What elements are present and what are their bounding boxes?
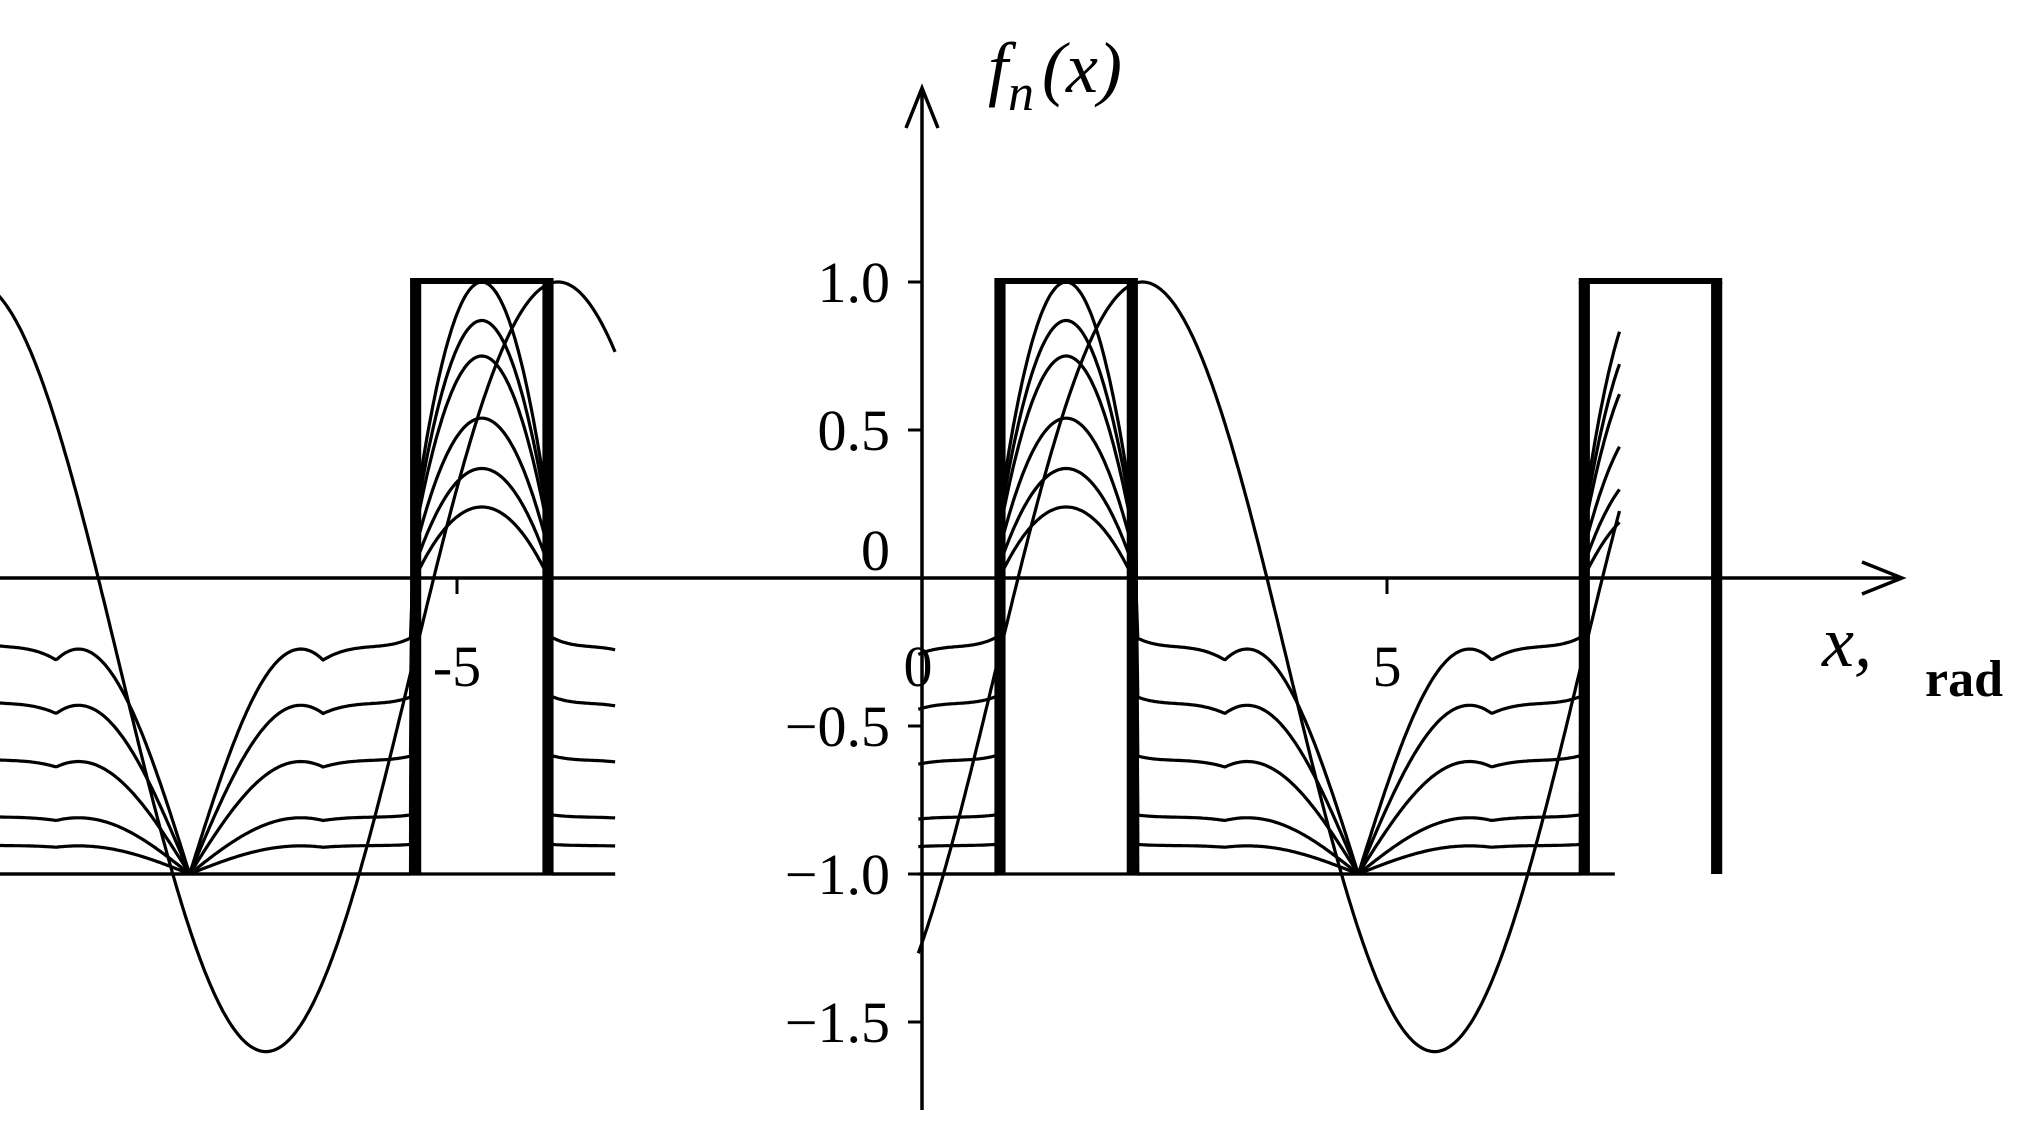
x-axis-unit: rad	[1925, 651, 2003, 708]
y-tick-label-3: −0.5	[785, 694, 890, 759]
fundamental-curve	[0, 280, 1622, 1054]
y-tick-label-4: −1.0	[785, 842, 890, 907]
partial-sum-curve-5	[0, 318, 1622, 876]
x-axis-title: x,	[1821, 602, 1872, 682]
y-axis-title: fn (x)	[988, 28, 1122, 122]
y-axis-arrow	[904, 83, 940, 129]
partial-sum-curve-1	[0, 505, 1621, 875]
x-tick-label-2: 5	[1373, 634, 1402, 699]
x-tick-label-0: -5	[433, 634, 481, 699]
partial-sum-curve-2	[0, 466, 1621, 875]
y-tick-label-2: 0	[861, 518, 890, 583]
y-tick-label-5: −1.5	[785, 990, 890, 1055]
x-tick-label-1: 0	[904, 634, 933, 699]
axes-group	[0, 83, 1907, 1110]
curve-group	[0, 280, 1622, 1054]
partial-sum-curve-3	[0, 416, 1621, 875]
pulse-top-bar	[410, 278, 554, 284]
tick-group: -5 0 51.00.50−0.5−1.0−1.5	[433, 250, 1402, 1055]
pulse-top-bar	[1578, 278, 1723, 284]
label-group: fn (x) x, rad	[988, 28, 2003, 708]
y-tick-label-0: 1.0	[818, 250, 891, 315]
pulse-top-bar	[994, 278, 1138, 284]
y-tick-label-1: 0.5	[818, 398, 891, 463]
x-axis-arrow	[1861, 560, 1907, 596]
partial-sum-curve-4	[0, 354, 1621, 876]
